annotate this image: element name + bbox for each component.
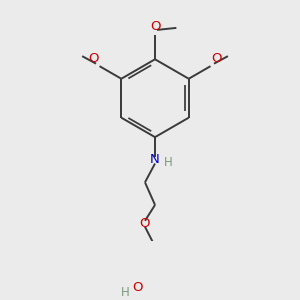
Text: N: N: [150, 153, 160, 166]
Text: O: O: [150, 20, 160, 33]
Text: H: H: [121, 286, 129, 299]
Text: O: O: [132, 281, 143, 294]
Text: O: O: [88, 52, 98, 65]
Text: O: O: [140, 217, 150, 230]
Text: H: H: [164, 156, 172, 169]
Text: O: O: [212, 52, 222, 65]
